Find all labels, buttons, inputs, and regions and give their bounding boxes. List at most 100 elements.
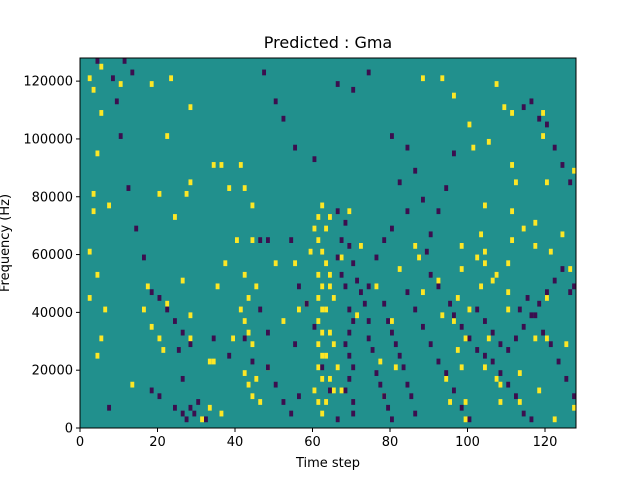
heatmap-cell-low — [157, 393, 162, 400]
heatmap-cell-high — [250, 393, 255, 400]
heatmap-cell-low — [572, 283, 577, 290]
heatmap-cell-low — [347, 243, 352, 249]
heatmap-cell-high — [355, 312, 360, 319]
x-tick-label: 0 — [76, 435, 84, 450]
heatmap-cell-low — [351, 364, 356, 371]
heatmap-cell-high — [455, 347, 460, 353]
heatmap-cell-low — [204, 416, 208, 423]
heatmap-cell-high — [506, 260, 511, 267]
heatmap-cell-high — [320, 352, 325, 359]
heatmap-cell-low — [366, 335, 371, 342]
heatmap-cell-high — [149, 81, 154, 87]
heatmap-cell-low — [529, 98, 534, 105]
heatmap-cell-high — [250, 237, 255, 243]
heatmap-cell-low — [545, 289, 549, 296]
heatmap-cell-high — [95, 352, 100, 359]
heatmap-cell-low — [126, 185, 131, 191]
heatmap-cell-high — [316, 399, 321, 405]
heatmap-cell-high — [297, 306, 301, 313]
heatmap-cell-high — [328, 271, 332, 278]
heatmap-cell-low — [196, 399, 201, 405]
heatmap-cell-high — [483, 260, 487, 267]
heatmap-cell-low — [475, 306, 480, 313]
heatmap-cell-high — [320, 329, 325, 336]
heatmap-cell-high — [339, 387, 344, 394]
heatmap-cell-high — [548, 248, 553, 255]
heatmap-cell-high — [452, 318, 456, 324]
heatmap-cell-low — [165, 306, 170, 313]
heatmap-cell-high — [475, 254, 480, 261]
heatmap-cell-high — [246, 381, 251, 388]
heatmap-cell-low — [343, 219, 348, 226]
heatmap-cell-low — [258, 237, 263, 243]
y-tick-label: 40000 — [32, 306, 73, 321]
heatmap-cell-low — [452, 312, 456, 319]
heatmap-cell-low — [266, 329, 270, 336]
heatmap-cell-low — [386, 318, 391, 324]
heatmap-cell-high — [467, 306, 472, 313]
heatmap-cell-high — [316, 295, 321, 301]
heatmap-cell-high — [510, 237, 515, 243]
heatmap-cell-low — [405, 144, 410, 151]
heatmap-cell-high — [207, 358, 212, 365]
heatmap-cell-high — [324, 225, 329, 232]
heatmap-cell-high — [250, 341, 255, 348]
heatmap-cell-high — [165, 133, 170, 139]
x-tick-label: 80 — [382, 435, 399, 450]
heatmap-cell-low — [180, 375, 185, 382]
heatmap-cell-high — [436, 277, 441, 284]
heatmap-cell-low — [448, 300, 453, 307]
heatmap-cell-low — [568, 289, 573, 296]
heatmap-cell-low — [351, 86, 356, 93]
heatmap-cell-high — [545, 179, 549, 186]
y-axis-ticks: 0 20000 40000 60000 80000 100000 120000 — [23, 75, 80, 437]
heatmap-cell-high — [459, 243, 464, 249]
heatmap-cell-low — [514, 335, 518, 342]
heatmap-cell-low — [227, 352, 232, 359]
heatmap-cell-low — [312, 323, 317, 330]
heatmap-cell-low — [192, 410, 197, 417]
heatmap-cell-low — [413, 410, 418, 417]
heatmap-cell-high — [184, 190, 189, 197]
heatmap-cell-high — [533, 335, 538, 342]
heatmap-cell-high — [545, 295, 549, 301]
heatmap-cell-high — [316, 214, 321, 220]
heatmap-cell-high — [452, 92, 456, 99]
heatmap-cell-low — [506, 347, 511, 353]
heatmap-cell-low — [258, 306, 263, 313]
heatmap-cell-low — [176, 347, 181, 353]
heatmap-cell-low — [173, 318, 177, 324]
heatmap-cell-low — [521, 410, 526, 417]
heatmap-cell-low — [347, 329, 352, 336]
heatmap-cell-low — [374, 254, 379, 261]
heatmap-cell-low — [514, 393, 518, 400]
heatmap-cell-high — [328, 329, 332, 336]
heatmap-cell-high — [316, 237, 321, 243]
heatmap-cell-high — [552, 416, 557, 423]
heatmap-cell-high — [95, 150, 100, 157]
heatmap-cell-low — [328, 387, 332, 394]
heatmap-cell-low — [304, 300, 309, 307]
heatmap-cell-low — [521, 104, 526, 111]
heatmap-cell-low — [533, 312, 538, 319]
heatmap-cell-high — [145, 283, 150, 290]
heatmap-cell-high — [91, 190, 96, 197]
heatmap-cell-low — [335, 208, 340, 215]
heatmap-cell-high — [510, 110, 515, 116]
heatmap-cell-low — [122, 58, 127, 64]
heatmap-cell-high — [320, 283, 325, 290]
heatmap-cell-low — [339, 271, 344, 278]
heatmap-cells — [80, 58, 577, 428]
heatmap-cell-low — [266, 364, 270, 371]
heatmap-cell-low — [370, 347, 375, 353]
heatmap-cell-low — [409, 393, 414, 400]
heatmap-cell-low — [134, 225, 139, 232]
heatmap-cell-high — [316, 271, 321, 278]
heatmap-cell-high — [211, 358, 216, 365]
heatmap-cell-low — [483, 318, 487, 324]
heatmap-cell-high — [517, 399, 522, 405]
heatmap-cell-low — [382, 300, 387, 307]
heatmap-cell-high — [417, 254, 422, 261]
heatmap-cell-low — [475, 347, 480, 353]
heatmap-cell-high — [397, 266, 402, 272]
